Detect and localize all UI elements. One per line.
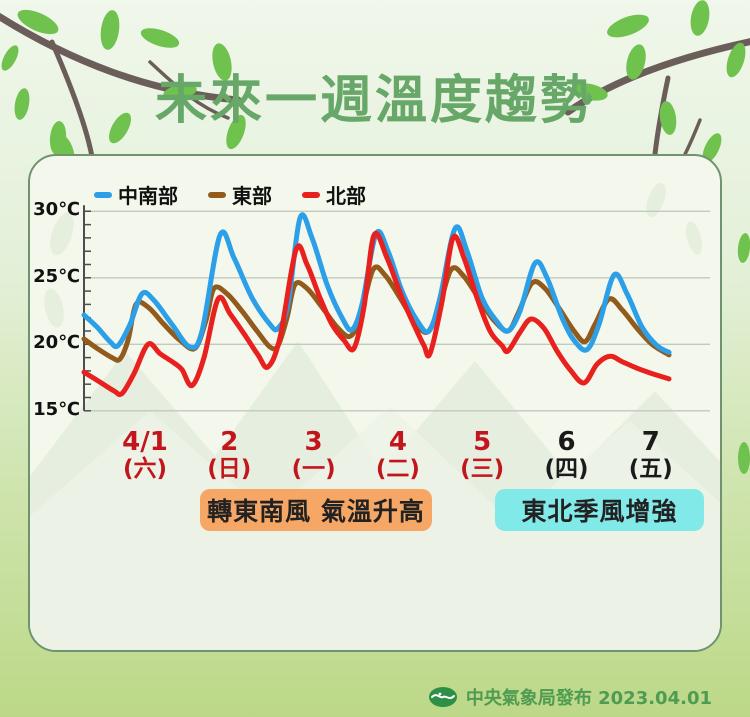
y-axis-label-30: 30℃ <box>33 199 80 221</box>
day-weekday-label: (五) <box>628 456 673 482</box>
legend-dash-icon <box>302 191 320 198</box>
legend-label: 北部 <box>326 184 366 208</box>
annotation-northeast-monsoon: 東北季風增強 <box>495 489 704 531</box>
legend-item-東部: 東部 <box>208 180 272 209</box>
legend-label: 中南部 <box>118 184 178 208</box>
y-axis-label-15: 15℃ <box>33 398 80 420</box>
series-line-北部 <box>81 230 672 398</box>
cwb-logo-icon <box>428 687 457 707</box>
x-axis-day-4: 4 (二) <box>353 428 443 483</box>
page-title: 未來一週溫度趨勢 <box>154 71 595 131</box>
y-axis-label-25: 25℃ <box>33 265 80 287</box>
x-axis-day-4/1: 4/1 (六) <box>100 428 190 483</box>
temperature-line-chart <box>81 205 710 412</box>
day-weekday-label: (日) <box>207 456 252 482</box>
annotation-warm-wind-label: 轉東南風 氣溫升高 <box>207 497 425 526</box>
day-date-label: 4 <box>388 427 407 457</box>
footer-text: 中央氣象局發布 2023.04.01 <box>465 688 712 709</box>
day-weekday-label: (二) <box>375 456 420 482</box>
x-axis-day-7: 7 (五) <box>606 428 696 483</box>
day-date-label: 4/1 <box>122 427 168 457</box>
day-date-label: 7 <box>641 427 660 457</box>
day-date-label: 5 <box>473 427 492 457</box>
annotation-northeast-monsoon-label: 東北季風增強 <box>521 497 678 526</box>
legend-item-北部: 北部 <box>302 180 366 209</box>
chart-panel: 中南部 東部 北部 30℃ 25℃ 20℃ 15℃ 4/1 (六) 2 (日) 3 (一) 4 (二) 5… <box>28 154 722 652</box>
x-axis-day-2: 2 (日) <box>184 428 274 483</box>
legend-label: 東部 <box>232 184 272 208</box>
day-weekday-label: (四) <box>544 456 589 482</box>
x-axis-day-6: 6 (四) <box>522 428 612 483</box>
day-date-label: 2 <box>220 427 239 457</box>
footer: 中央氣象局發布 2023.04.01 <box>428 684 712 710</box>
day-date-label: 3 <box>304 427 323 457</box>
x-axis-day-3: 3 (一) <box>269 428 359 483</box>
day-weekday-label: (一) <box>291 456 336 482</box>
day-weekday-label: (六) <box>122 456 168 482</box>
day-date-label: 6 <box>557 427 576 457</box>
legend: 中南部 東部 北部 <box>94 180 366 209</box>
x-axis-day-5: 5 (三) <box>437 428 527 483</box>
legend-item-中南部: 中南部 <box>94 180 178 209</box>
legend-dash-icon <box>94 191 112 198</box>
y-axis-label-20: 20℃ <box>33 332 80 354</box>
day-weekday-label: (三) <box>460 456 505 482</box>
annotation-warm-wind: 轉東南風 氣溫升高 <box>200 489 432 531</box>
legend-dash-icon <box>208 191 226 198</box>
